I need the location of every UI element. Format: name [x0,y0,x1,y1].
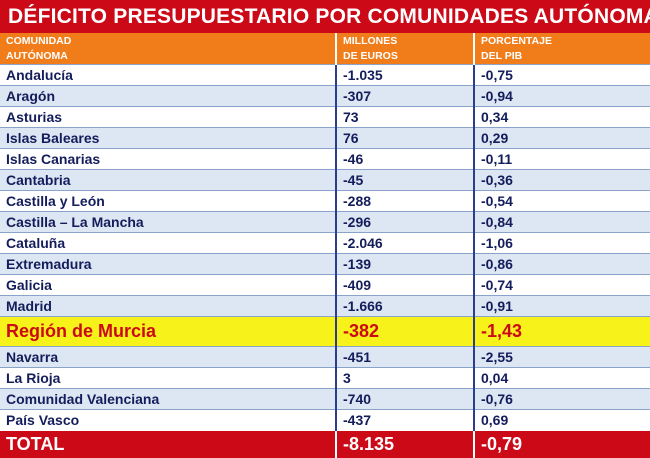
total-pib: -0,79 [473,430,650,458]
cell-pib: -0,11 [473,148,650,170]
cell-pib: -0,36 [473,169,650,191]
column-header-pib: PORCENTAJE DEL PIB [473,33,650,65]
cell-millones: -382 [335,316,474,347]
cell-pib: 0,29 [473,127,650,149]
cell-millones: -296 [335,211,474,233]
table-row: Andalucía -1.035 -0,75 [0,64,650,86]
cell-comunidad: Madrid [0,295,336,317]
cell-millones: 3 [335,367,474,389]
cell-pib: 0,34 [473,106,650,128]
table-row: Región de Murcia -382 -1,43 [0,316,650,347]
cell-comunidad: Comunidad Valenciana [0,388,336,410]
cell-millones: -45 [335,169,474,191]
table-row: Castilla – La Mancha -296 -0,84 [0,211,650,233]
table-row: Islas Canarias -46 -0,11 [0,148,650,170]
cell-comunidad: Castilla – La Mancha [0,211,336,233]
cell-millones: -1.035 [335,64,474,86]
cell-comunidad: Región de Murcia [0,316,336,347]
table-row: Asturias 73 0,34 [0,106,650,128]
cell-pib: -0,86 [473,253,650,275]
cell-pib: -0,54 [473,190,650,212]
cell-millones: -451 [335,346,474,368]
table-row: Castilla y León -288 -0,54 [0,190,650,212]
cell-comunidad: Islas Baleares [0,127,336,149]
table-row: Aragón -307 -0,94 [0,85,650,107]
cell-comunidad: Asturias [0,106,336,128]
cell-comunidad: Galicia [0,274,336,296]
cell-millones: -139 [335,253,474,275]
cell-comunidad: La Rioja [0,367,336,389]
page-title: DÉFICITO PRESUPUESTARIO POR COMUNIDADES … [0,0,650,33]
column-header-comunidad-line1: COMUNIDAD [6,35,72,47]
cell-pib: -0,94 [473,85,650,107]
table-row: Galicia -409 -0,74 [0,274,650,296]
cell-pib: -0,84 [473,211,650,233]
cell-millones: -2.046 [335,232,474,254]
cell-comunidad: País Vasco [0,409,336,431]
cell-millones: -437 [335,409,474,431]
cell-comunidad: Islas Canarias [0,148,336,170]
cell-millones: -288 [335,190,474,212]
cell-pib: -0,76 [473,388,650,410]
cell-millones: -307 [335,85,474,107]
table-row: Madrid -1.666 -0,91 [0,295,650,317]
deficit-table: COMUNIDAD AUTÓNOMA MILLONES DE EUROS POR… [0,33,650,458]
column-header-pib-line2: DEL PIB [481,50,523,62]
cell-pib: -1,06 [473,232,650,254]
table-row: Cataluña -2.046 -1,06 [0,232,650,254]
table-row: Cantabria -45 -0,36 [0,169,650,191]
table-row: Islas Baleares 76 0,29 [0,127,650,149]
cell-millones: -740 [335,388,474,410]
cell-pib: -0,91 [473,295,650,317]
cell-millones: -409 [335,274,474,296]
column-header-millones: MILLONES DE EUROS [335,33,474,65]
column-header-comunidad-line2: AUTÓNOMA [6,50,68,62]
cell-comunidad: Navarra [0,346,336,368]
cell-pib: -2,55 [473,346,650,368]
cell-millones: -1.666 [335,295,474,317]
cell-pib: -0,74 [473,274,650,296]
cell-millones: 76 [335,127,474,149]
table-row: Comunidad Valenciana -740 -0,76 [0,388,650,410]
column-header-pib-line1: PORCENTAJE [481,35,552,47]
cell-pib: 0,69 [473,409,650,431]
cell-comunidad: Andalucía [0,64,336,86]
column-header-millones-line2: DE EUROS [343,50,398,62]
total-millones: -8.135 [335,430,474,458]
cell-millones: -46 [335,148,474,170]
cell-pib: 0,04 [473,367,650,389]
cell-comunidad: Castilla y León [0,190,336,212]
column-header-comunidad: COMUNIDAD AUTÓNOMA [0,33,336,65]
table-row: Navarra -451 -2,55 [0,346,650,368]
cell-comunidad: Aragón [0,85,336,107]
table-row: La Rioja 3 0,04 [0,367,650,389]
cell-pib: -1,43 [473,316,650,347]
cell-comunidad: Cataluña [0,232,336,254]
cell-millones: 73 [335,106,474,128]
cell-comunidad: Extremadura [0,253,336,275]
table-body: Andalucía -1.035 -0,75 Aragón -307 -0,94 Astur… [0,64,650,431]
cell-comunidad: Cantabria [0,169,336,191]
table-header-row: COMUNIDAD AUTÓNOMA MILLONES DE EUROS POR… [0,33,650,65]
table-row: Extremadura -139 -0,86 [0,253,650,275]
column-header-millones-line1: MILLONES [343,35,398,47]
total-label: TOTAL [0,430,336,458]
table-row: País Vasco -437 0,69 [0,409,650,431]
cell-pib: -0,75 [473,64,650,86]
total-row: TOTAL -8.135 -0,79 [0,430,650,458]
